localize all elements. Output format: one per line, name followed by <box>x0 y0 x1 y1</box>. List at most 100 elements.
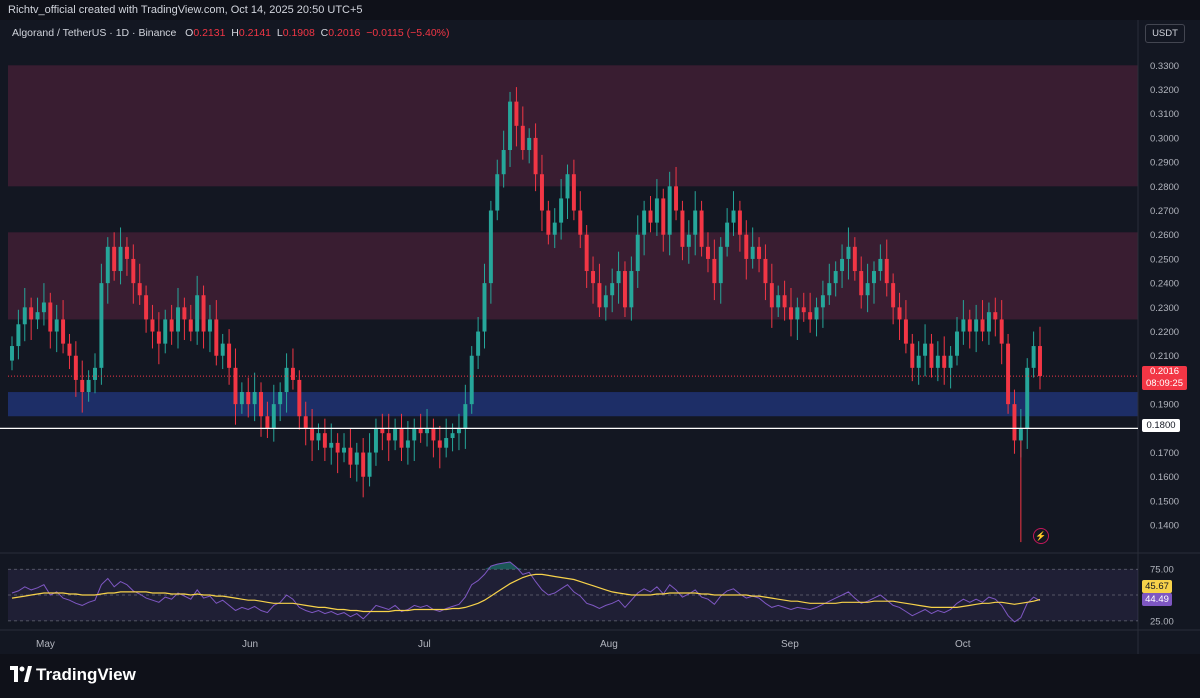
candle-body <box>980 319 985 332</box>
symbol-name[interactable]: Algorand / TetherUS · 1D · Binance <box>12 27 177 39</box>
candle-body <box>910 343 915 368</box>
candle-body <box>61 319 66 344</box>
candle-body <box>578 210 583 235</box>
candle-body <box>789 307 793 320</box>
candle-body <box>750 246 755 259</box>
candle-body <box>993 312 998 320</box>
candle-body <box>661 198 666 235</box>
candle-body <box>795 307 800 320</box>
candle-body <box>591 271 596 284</box>
price-tick-label: 0.2800 <box>1150 182 1179 193</box>
candle-body <box>974 319 979 332</box>
candle-body <box>195 295 200 332</box>
candle-body <box>642 210 647 235</box>
lightning-bolt-icon[interactable]: ⚡ <box>1033 528 1049 544</box>
candle-body <box>335 442 340 453</box>
high-value: 0.2141 <box>238 27 272 39</box>
price-tick-label: 0.2500 <box>1150 254 1179 265</box>
candle-body <box>584 234 589 272</box>
candle-body <box>878 258 883 272</box>
candle-body <box>169 319 174 332</box>
candle-body <box>469 355 474 405</box>
candle-body <box>667 186 672 235</box>
candle-body <box>737 210 742 235</box>
candle-body <box>86 379 91 393</box>
candle-body <box>290 367 295 380</box>
candle-body <box>176 307 180 332</box>
low-value: 0.1908 <box>282 27 315 39</box>
price-tick-label: 0.2400 <box>1150 279 1179 290</box>
price-tick-label: 0.3200 <box>1150 85 1179 96</box>
candle-body <box>814 307 819 320</box>
candle-body <box>182 307 187 320</box>
candle-body <box>718 246 723 284</box>
candle-body <box>769 283 774 308</box>
candle-body <box>380 428 385 434</box>
candle-body <box>648 210 653 223</box>
candle-body <box>41 302 46 313</box>
bar-countdown: 08:09:25 <box>1146 378 1183 389</box>
candle-body <box>297 379 302 417</box>
candle-body <box>54 319 59 332</box>
high-label: H <box>231 27 239 39</box>
candle-body <box>520 125 525 151</box>
chart-area[interactable]: 0.3300 0.3200 0.3100 0.3000 0.2900 0.2800 0.27… <box>0 20 1200 654</box>
candle-body <box>955 331 959 356</box>
candle-body <box>622 271 627 308</box>
time-tick-label: Oct <box>955 639 971 650</box>
candle-body <box>731 210 736 223</box>
candle-body <box>354 452 359 465</box>
zone-red-0 <box>8 65 1138 187</box>
candle-body <box>329 442 334 448</box>
candle-body <box>903 319 908 344</box>
candle-body <box>501 150 506 175</box>
candle-body <box>776 295 781 308</box>
rsi-tick-label: 25.00 <box>1150 616 1174 627</box>
candle-body <box>303 416 308 429</box>
candle-body <box>629 271 634 308</box>
candle-body <box>48 302 53 332</box>
change-value: −0.0115 (−5.40%) <box>366 27 450 39</box>
candle-body <box>840 258 845 272</box>
candle-body <box>891 283 896 308</box>
last-price: 0.2016 <box>1149 366 1180 377</box>
candle-body <box>239 392 244 405</box>
candle-body <box>112 246 117 272</box>
candle-body <box>616 271 621 284</box>
candle-body <box>456 428 461 434</box>
candle-body <box>188 319 193 332</box>
candle-body <box>137 283 142 296</box>
candle-body <box>431 428 436 441</box>
price-tick-label: 0.3300 <box>1150 61 1179 72</box>
candle-body <box>322 433 327 448</box>
candle-body <box>571 174 576 211</box>
candle-body <box>967 319 972 332</box>
rsi-ma-tag: 45.67 <box>1142 580 1172 593</box>
candle-body <box>1025 367 1030 429</box>
candle-body <box>961 319 966 332</box>
candle-body <box>118 246 123 272</box>
candle-body <box>699 210 704 247</box>
price-tick-label: 0.1700 <box>1150 448 1179 459</box>
candle-body <box>259 392 263 417</box>
candle-body <box>476 331 481 356</box>
candle-body <box>884 258 889 284</box>
price-tick-label: 0.3100 <box>1150 109 1179 120</box>
tradingview-logo-icon <box>10 666 32 682</box>
candle-body <box>367 452 372 477</box>
candle-body <box>680 210 685 247</box>
candle-body <box>852 246 857 272</box>
candle-body <box>801 307 806 313</box>
candle-body <box>1012 404 1017 441</box>
close-label: C <box>320 27 329 39</box>
candle-body <box>859 271 864 296</box>
publisher-credit: Richtv_official created with TradingView… <box>8 4 363 16</box>
candle-body <box>559 198 564 223</box>
candle-body <box>35 312 40 320</box>
candle-body <box>712 258 717 284</box>
currency-selector[interactable]: USDT <box>1145 24 1185 43</box>
price-tick-label: 0.3000 <box>1150 133 1179 144</box>
close-value: 0.2016 <box>328 27 361 39</box>
candle-body <box>1018 428 1023 441</box>
candle-body <box>999 319 1004 344</box>
